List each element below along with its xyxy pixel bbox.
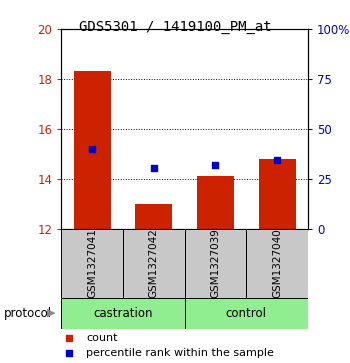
Bar (185, 298, 308, 329)
Text: GSM1327040: GSM1327040 (272, 228, 282, 298)
Text: GDS5301 / 1419100_PM_at: GDS5301 / 1419100_PM_at (79, 20, 271, 34)
Text: count: count (86, 333, 117, 343)
Bar (123, 229, 185, 298)
Text: GSM1327039: GSM1327039 (210, 228, 220, 298)
Point (151, 165, 156, 171)
Text: protocol: protocol (4, 307, 52, 319)
Point (66, 335, 71, 341)
Text: control: control (226, 307, 267, 319)
Bar (246, 229, 308, 298)
Point (89, 146, 95, 152)
Bar (61, 229, 123, 298)
Bar (135, 204, 172, 229)
Text: ▶: ▶ (47, 308, 56, 318)
Bar (61, 298, 185, 329)
Text: GSM1327041: GSM1327041 (87, 228, 97, 298)
Point (213, 162, 218, 168)
Bar (197, 176, 234, 229)
Bar (74, 72, 111, 229)
Bar (259, 159, 296, 229)
Bar (185, 229, 246, 298)
Text: percentile rank within the sample: percentile rank within the sample (86, 348, 274, 358)
Point (66, 350, 71, 356)
Point (274, 157, 280, 163)
Text: GSM1327042: GSM1327042 (149, 228, 159, 298)
Text: castration: castration (93, 307, 153, 319)
